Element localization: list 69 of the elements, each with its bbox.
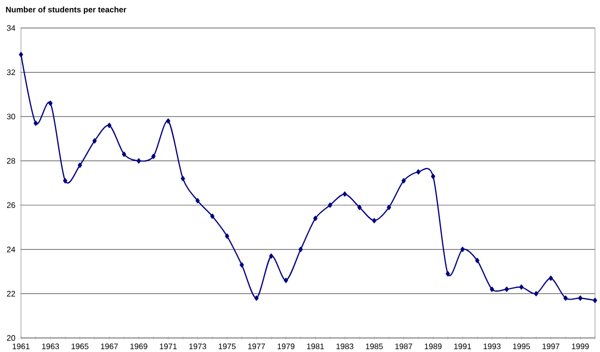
x-tick-label: 1999	[572, 344, 589, 350]
point	[342, 191, 347, 197]
x-tick-label: 1995	[513, 344, 530, 350]
x-tick-label: 1971	[160, 344, 177, 350]
x-tick-label: 1985	[366, 344, 383, 350]
point	[180, 176, 186, 182]
point	[402, 178, 406, 184]
x-tick-label: 1969	[130, 344, 148, 350]
point	[490, 286, 494, 292]
point	[328, 202, 332, 208]
point	[284, 278, 288, 284]
point	[210, 214, 214, 219]
x-tick-label: 1987	[395, 344, 412, 350]
point	[224, 234, 230, 239]
point	[48, 100, 53, 106]
x-tick-label: 1981	[307, 344, 324, 350]
y-tick-label: 20	[6, 335, 16, 341]
y-tick-label: 22	[6, 290, 16, 296]
point	[151, 154, 156, 160]
point	[196, 198, 200, 204]
x-tick-label: 1967	[101, 344, 118, 350]
point	[386, 204, 392, 210]
x-tick-label: 1983	[336, 344, 354, 350]
point	[357, 204, 362, 210]
y-axis-title: Number of students per teacher	[6, 6, 126, 14]
x-tick-label: 1979	[278, 344, 294, 350]
y-tick-label: 32	[6, 69, 16, 76]
y-tick-label: 34	[6, 25, 16, 31]
x-tick-label: 1963	[42, 344, 59, 350]
point	[240, 262, 244, 268]
point	[460, 246, 465, 252]
y-tick-label: 30	[6, 114, 16, 120]
point	[313, 216, 318, 222]
point	[298, 246, 303, 252]
x-tick-label: 1973	[189, 344, 206, 350]
x-tick-label: 1975	[218, 344, 236, 350]
point	[18, 52, 24, 58]
y-tick-label: 26	[6, 202, 16, 208]
point	[563, 296, 568, 301]
point	[372, 218, 376, 224]
point	[578, 296, 582, 301]
x-tick-label: 1977	[248, 344, 265, 350]
point	[446, 271, 450, 276]
x-tick-label: 1961	[12, 344, 30, 350]
point	[136, 158, 141, 164]
x-tick-label: 1993	[484, 344, 501, 350]
point	[254, 296, 259, 301]
y-tick-label: 24	[6, 246, 16, 252]
point	[166, 118, 170, 124]
point	[34, 120, 38, 126]
point	[534, 291, 538, 296]
x-tick-label: 1991	[454, 344, 472, 350]
x-tick-label: 1997	[542, 344, 560, 350]
point	[475, 258, 480, 264]
point	[92, 138, 97, 144]
x-tick-label: 1965	[72, 344, 88, 350]
point	[431, 174, 436, 179]
point	[107, 122, 112, 128]
x-tick-label: 1989	[424, 344, 442, 350]
y-tick-label: 28	[6, 158, 16, 164]
point	[122, 152, 126, 157]
point	[78, 162, 82, 168]
point	[592, 298, 598, 303]
point	[519, 284, 524, 290]
point	[63, 178, 68, 184]
point	[416, 169, 420, 175]
point	[548, 276, 553, 281]
point	[504, 286, 509, 292]
point	[269, 253, 274, 259]
